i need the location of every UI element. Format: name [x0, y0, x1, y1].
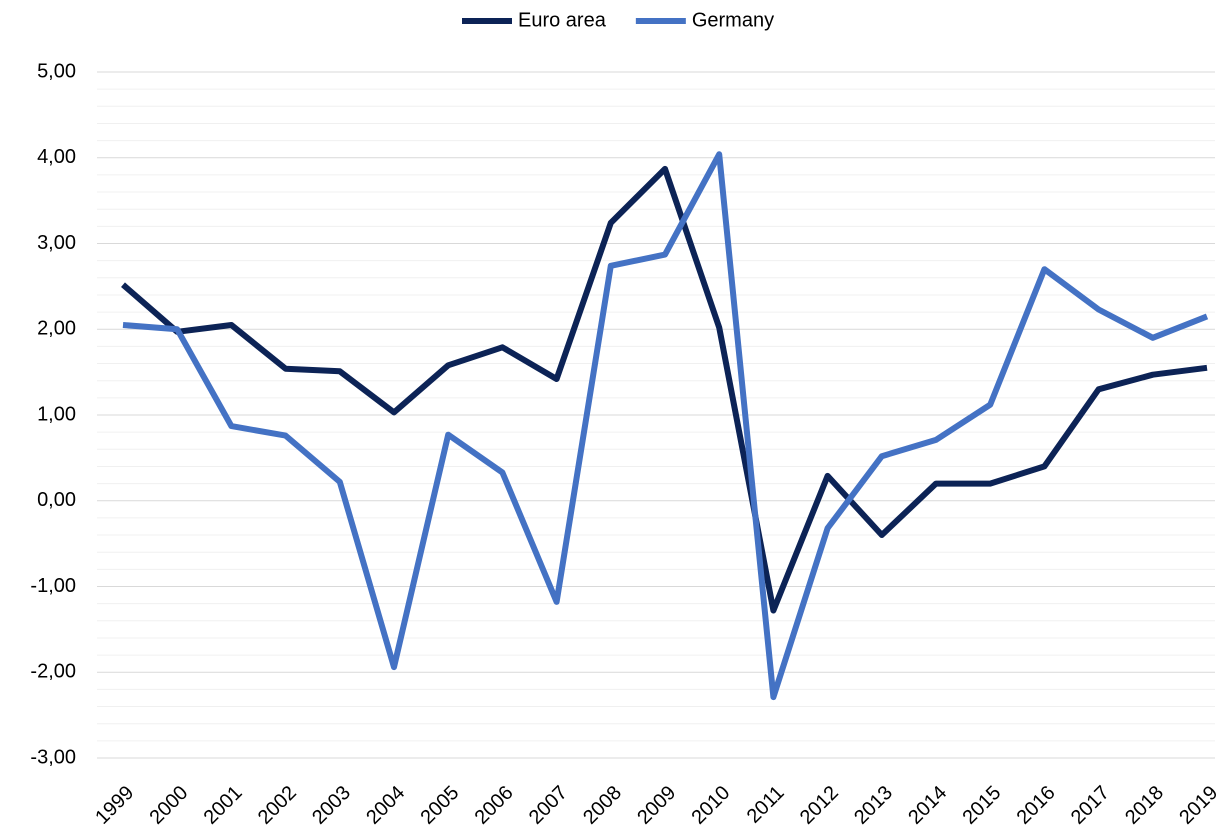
x-tick-label: 2018 — [1121, 782, 1168, 829]
x-tick-label: 2003 — [308, 782, 355, 829]
series-line — [122, 151, 1209, 701]
x-tick-label: 2000 — [145, 782, 192, 829]
x-tick-label: 2019 — [1175, 782, 1219, 829]
y-tick-label: 1,00 — [37, 403, 76, 425]
y-tick-label: -3,00 — [30, 746, 76, 768]
x-tick-label: 2007 — [525, 782, 572, 829]
x-tick-label: 2001 — [200, 782, 247, 829]
x-tick-label: 2004 — [362, 782, 409, 829]
x-tick-label: 2017 — [1067, 782, 1114, 829]
x-tick-label: 2012 — [796, 782, 843, 829]
x-tick-label: 2014 — [904, 782, 951, 829]
x-tick-label: 2006 — [471, 782, 518, 829]
x-tick-label: 2016 — [1013, 782, 1060, 829]
y-tick-label: -1,00 — [30, 575, 76, 597]
y-tick-label: 4,00 — [37, 146, 76, 168]
x-tick-label: 2010 — [687, 782, 734, 829]
y-tick-label: 3,00 — [37, 232, 76, 254]
x-tick-label: 2011 — [743, 782, 789, 828]
series-line — [121, 165, 1208, 614]
x-tick-label: 2002 — [254, 782, 301, 829]
x-tick-label: 2013 — [850, 782, 897, 829]
legend-label: Germany — [692, 9, 774, 31]
y-tick-label: 0,00 — [37, 489, 76, 511]
x-tick-label: 2008 — [579, 782, 626, 829]
x-tick-label: 1999 — [91, 782, 138, 829]
x-tick-label: 2005 — [416, 782, 463, 829]
y-tick-label: 5,00 — [37, 60, 76, 82]
y-tick-label: -2,00 — [30, 661, 76, 683]
x-tick-label: 2009 — [633, 782, 680, 829]
x-tick-label: 2015 — [958, 782, 1005, 829]
legend-label: Euro area — [518, 9, 607, 31]
y-tick-label: 2,00 — [37, 318, 76, 340]
